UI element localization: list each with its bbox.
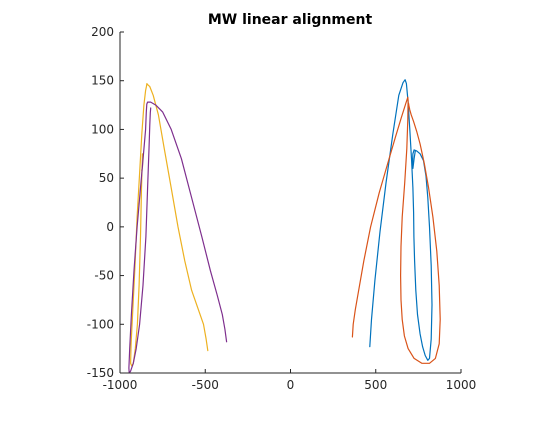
series-line-3 — [130, 82, 209, 367]
y-tick-label: 150 — [91, 74, 114, 88]
x-tick-label: -1000 — [103, 378, 138, 392]
series-line-4 — [128, 101, 228, 373]
y-tick-label: -150 — [87, 366, 114, 380]
series-line-2 — [351, 96, 441, 364]
y-tick-label: 0 — [106, 220, 114, 234]
x-axis-ticks: -1000 -500 0 500 1000 — [103, 369, 477, 392]
x-tick-label: 1000 — [446, 378, 477, 392]
x-tick-label: 500 — [364, 378, 387, 392]
y-tick-label: -50 — [94, 269, 114, 283]
y-axis-ticks: -150 -100 -50 0 50 100 150 200 — [87, 25, 124, 380]
x-tick-label: -500 — [192, 378, 219, 392]
y-tick-label: 100 — [91, 122, 114, 136]
series-layer — [128, 79, 441, 373]
x-tick-label: 0 — [287, 378, 295, 392]
chart-title: MW linear alignment — [208, 12, 373, 28]
series-line-1 — [369, 79, 433, 361]
y-tick-label: -100 — [87, 317, 114, 331]
y-tick-label: 50 — [99, 171, 114, 185]
y-tick-label: 200 — [91, 25, 114, 39]
